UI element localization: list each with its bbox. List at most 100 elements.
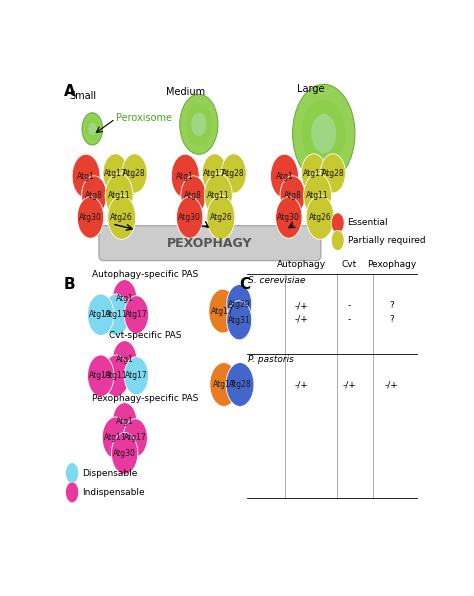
Text: Atg17: Atg17 — [125, 371, 148, 380]
Ellipse shape — [271, 154, 299, 198]
Ellipse shape — [111, 433, 138, 474]
Ellipse shape — [209, 289, 237, 333]
Text: Medium: Medium — [166, 87, 206, 97]
Text: P. pastoris: P. pastoris — [248, 355, 294, 364]
Ellipse shape — [221, 154, 246, 193]
Text: Atg28: Atg28 — [222, 169, 245, 178]
Text: Large: Large — [297, 85, 325, 95]
Text: ?: ? — [389, 315, 394, 324]
Ellipse shape — [122, 154, 147, 193]
Ellipse shape — [103, 154, 128, 193]
Text: -/+: -/+ — [343, 380, 356, 389]
Text: Atg11: Atg11 — [207, 191, 229, 200]
Text: Atg1: Atg1 — [116, 294, 134, 303]
Ellipse shape — [112, 403, 137, 440]
Ellipse shape — [280, 176, 305, 215]
Text: Atg17: Atg17 — [212, 380, 235, 389]
Text: Atg26: Atg26 — [309, 213, 331, 222]
Text: -/+: -/+ — [295, 301, 309, 310]
Ellipse shape — [112, 280, 137, 318]
Ellipse shape — [311, 114, 336, 153]
Text: -: - — [348, 315, 351, 324]
Ellipse shape — [292, 85, 355, 182]
Text: B: B — [64, 277, 75, 292]
Text: Atg26: Atg26 — [210, 213, 232, 222]
Text: Atg28: Atg28 — [123, 169, 146, 178]
Ellipse shape — [176, 197, 203, 238]
Ellipse shape — [103, 294, 129, 336]
Ellipse shape — [123, 419, 147, 457]
Text: Atg19: Atg19 — [90, 371, 112, 380]
Text: Atg8: Atg8 — [85, 191, 103, 200]
Text: Atg17: Atg17 — [203, 169, 226, 178]
Text: PEXOPHAGY: PEXOPHAGY — [167, 237, 253, 250]
Text: Cvt: Cvt — [342, 260, 357, 269]
Text: Atg11: Atg11 — [108, 191, 130, 200]
Text: Atg29: Atg29 — [228, 300, 251, 309]
Text: Partially required: Partially required — [347, 236, 425, 245]
Ellipse shape — [210, 362, 238, 406]
Text: Atg1: Atg1 — [116, 355, 134, 364]
Ellipse shape — [124, 357, 148, 395]
Ellipse shape — [180, 94, 218, 154]
Text: Atg1: Atg1 — [77, 172, 95, 181]
Text: Atg19: Atg19 — [90, 311, 112, 319]
Ellipse shape — [85, 117, 100, 140]
Text: Atg11: Atg11 — [306, 191, 329, 200]
Text: Atg30: Atg30 — [277, 213, 301, 222]
Text: -/+: -/+ — [295, 315, 309, 324]
Text: S. cerevisiae: S. cerevisiae — [248, 276, 306, 285]
Text: ?: ? — [389, 301, 394, 310]
Ellipse shape — [204, 173, 232, 218]
Text: Atg30: Atg30 — [79, 213, 102, 222]
Text: Indispensable: Indispensable — [82, 488, 145, 497]
Ellipse shape — [275, 197, 302, 238]
Text: Atg1: Atg1 — [275, 172, 293, 181]
Ellipse shape — [301, 154, 326, 193]
Ellipse shape — [227, 284, 252, 324]
Text: Atg17: Atg17 — [302, 169, 325, 178]
Text: Atg11: Atg11 — [104, 433, 127, 442]
Ellipse shape — [227, 300, 252, 340]
Ellipse shape — [320, 154, 346, 193]
Text: Autophagy-specific PAS: Autophagy-specific PAS — [92, 270, 199, 279]
Ellipse shape — [306, 195, 334, 240]
Text: Atg8: Atg8 — [184, 191, 202, 200]
Text: Atg11: Atg11 — [105, 311, 128, 319]
Text: Atg28: Atg28 — [322, 169, 344, 178]
Text: Atg17: Atg17 — [104, 169, 127, 178]
Ellipse shape — [88, 355, 114, 396]
Text: Autophagy: Autophagy — [277, 260, 326, 269]
Text: A: A — [64, 85, 75, 100]
Ellipse shape — [207, 195, 235, 240]
Ellipse shape — [105, 173, 133, 218]
Text: -/+: -/+ — [295, 380, 309, 389]
Ellipse shape — [82, 176, 107, 215]
Ellipse shape — [185, 103, 212, 145]
Ellipse shape — [202, 154, 227, 193]
Text: -/+: -/+ — [385, 380, 399, 389]
Text: Atg30: Atg30 — [113, 449, 136, 458]
Ellipse shape — [181, 176, 206, 215]
Text: -: - — [348, 301, 351, 310]
Ellipse shape — [88, 122, 96, 135]
Text: Essential: Essential — [347, 219, 388, 228]
Text: Atg30: Atg30 — [178, 213, 201, 222]
Ellipse shape — [102, 417, 128, 458]
Ellipse shape — [88, 294, 114, 336]
Ellipse shape — [82, 113, 102, 145]
Text: Pexophagy: Pexophagy — [367, 260, 416, 269]
Ellipse shape — [302, 99, 346, 168]
Text: Small: Small — [70, 91, 97, 101]
Ellipse shape — [303, 173, 331, 218]
Text: Atg1: Atg1 — [116, 417, 134, 426]
Ellipse shape — [65, 482, 79, 503]
Text: Atg17: Atg17 — [125, 311, 148, 319]
Ellipse shape — [72, 154, 100, 198]
Ellipse shape — [331, 230, 344, 250]
Text: Pexophagy-specific PAS: Pexophagy-specific PAS — [92, 394, 199, 403]
Ellipse shape — [65, 462, 79, 483]
Ellipse shape — [191, 112, 207, 136]
Ellipse shape — [103, 355, 129, 396]
Text: Dispensable: Dispensable — [82, 468, 138, 477]
